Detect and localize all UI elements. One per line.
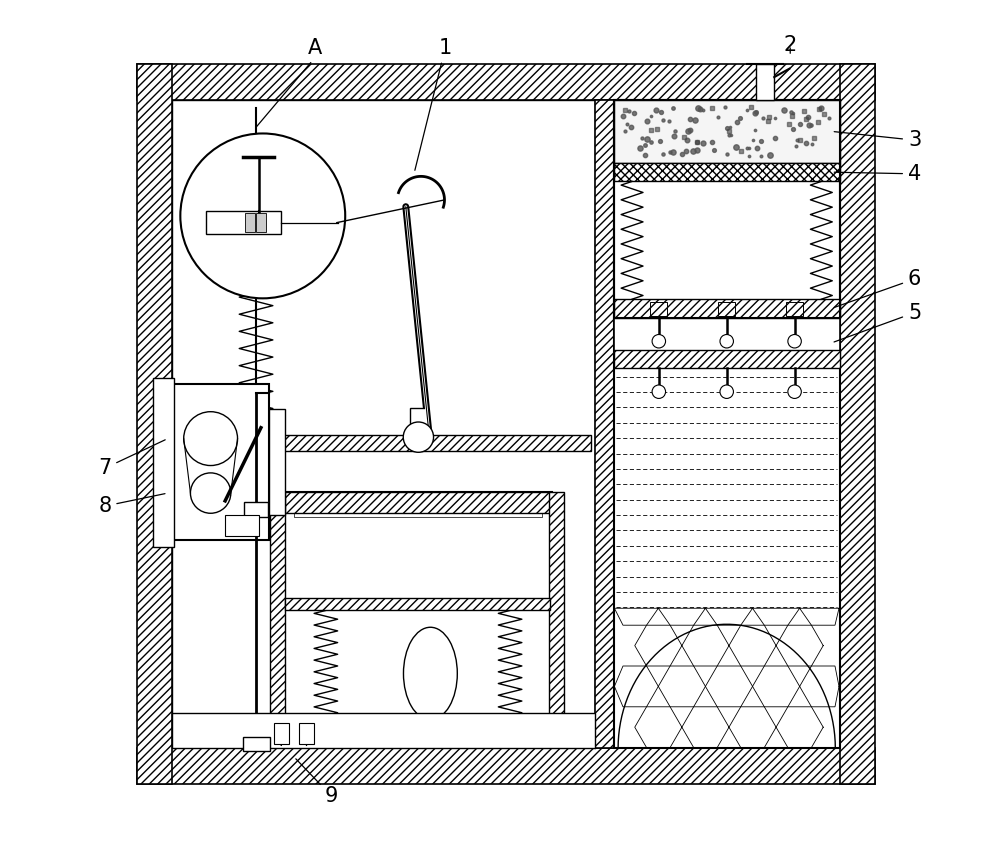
Bar — [137, 64, 172, 784]
Bar — [172, 713, 595, 749]
Ellipse shape — [403, 627, 457, 720]
Bar — [294, 513, 542, 517]
Bar — [244, 502, 268, 517]
Circle shape — [720, 385, 733, 398]
Circle shape — [788, 334, 801, 348]
Circle shape — [180, 133, 345, 298]
Circle shape — [190, 473, 231, 513]
Bar — [256, 214, 266, 232]
Bar — [274, 723, 289, 744]
Text: 3: 3 — [834, 130, 921, 150]
Circle shape — [652, 334, 666, 348]
Text: 1: 1 — [415, 38, 452, 170]
Circle shape — [788, 385, 801, 398]
Bar — [299, 723, 314, 744]
Bar — [180, 435, 591, 452]
Text: 9: 9 — [296, 759, 338, 806]
Bar — [840, 64, 875, 784]
Bar — [614, 100, 840, 317]
Bar — [137, 64, 875, 100]
Bar — [614, 299, 840, 317]
Bar — [410, 408, 428, 435]
Circle shape — [652, 385, 666, 398]
Bar — [756, 64, 774, 100]
Circle shape — [184, 412, 238, 466]
Bar — [614, 163, 840, 181]
Bar — [270, 492, 285, 744]
Bar — [172, 384, 269, 540]
Text: 2: 2 — [784, 35, 797, 55]
Bar — [225, 515, 259, 536]
Bar — [614, 349, 840, 368]
Bar — [718, 301, 735, 316]
Bar — [153, 378, 174, 547]
Text: 8: 8 — [98, 494, 165, 517]
Bar — [269, 409, 285, 515]
Bar — [243, 738, 270, 751]
Bar — [650, 301, 667, 316]
Bar — [284, 492, 552, 744]
Bar — [549, 492, 564, 744]
Circle shape — [403, 422, 434, 452]
Text: A: A — [256, 38, 322, 127]
Bar — [614, 100, 840, 163]
Bar — [614, 317, 840, 368]
Bar — [284, 492, 552, 513]
Text: 7: 7 — [98, 440, 165, 479]
Bar — [206, 211, 281, 235]
Bar — [786, 301, 803, 316]
Text: 6: 6 — [834, 269, 921, 307]
Bar — [595, 100, 614, 749]
Bar — [614, 100, 840, 749]
Bar — [285, 598, 550, 610]
Text: 5: 5 — [834, 303, 921, 342]
Text: 4: 4 — [834, 164, 921, 184]
Bar — [137, 749, 875, 784]
Circle shape — [720, 334, 733, 348]
Bar — [172, 100, 840, 749]
Bar — [284, 728, 552, 744]
Bar — [245, 214, 255, 232]
